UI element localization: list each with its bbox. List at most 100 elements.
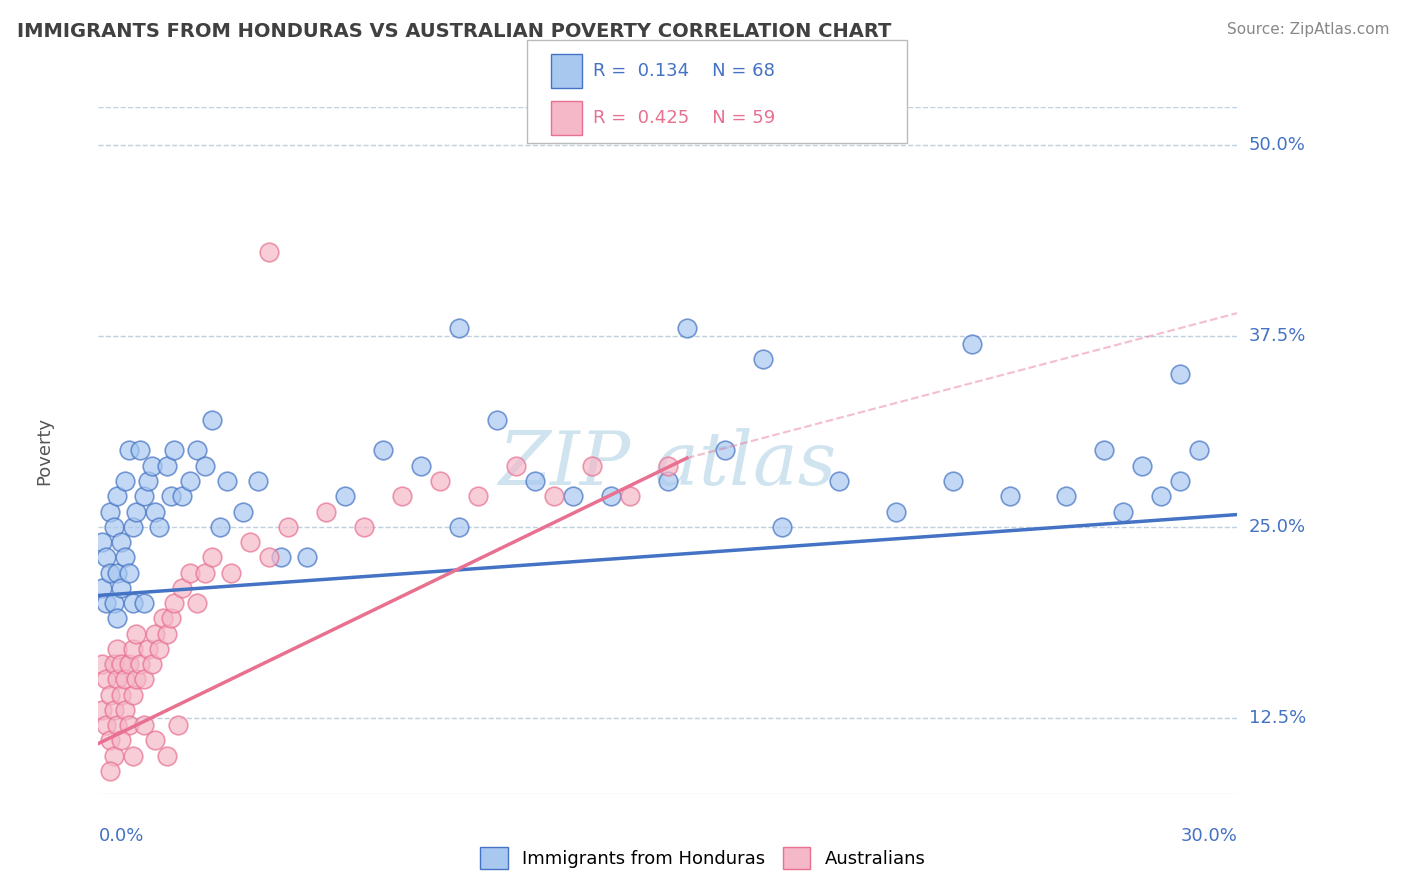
Point bbox=[98, 733, 121, 747]
Point bbox=[159, 611, 181, 625]
Point bbox=[103, 748, 125, 763]
Point bbox=[335, 489, 357, 503]
Point bbox=[129, 443, 152, 458]
Point bbox=[960, 336, 983, 351]
Point bbox=[91, 581, 114, 595]
Point bbox=[828, 474, 851, 488]
Point bbox=[391, 489, 413, 503]
Point bbox=[543, 489, 565, 503]
Point bbox=[110, 581, 132, 595]
Point bbox=[114, 673, 136, 687]
Point bbox=[163, 596, 186, 610]
Point bbox=[107, 641, 129, 656]
Point bbox=[159, 489, 181, 503]
Point bbox=[125, 504, 148, 518]
Point bbox=[94, 596, 117, 610]
Point bbox=[277, 520, 299, 534]
Point bbox=[353, 520, 375, 534]
Point bbox=[942, 474, 965, 488]
Point bbox=[118, 718, 141, 732]
Point bbox=[152, 611, 174, 625]
Text: Source: ZipAtlas.com: Source: ZipAtlas.com bbox=[1226, 22, 1389, 37]
Point bbox=[132, 489, 155, 503]
Point bbox=[121, 748, 143, 763]
Point bbox=[107, 611, 129, 625]
Point bbox=[1170, 367, 1192, 381]
Point bbox=[91, 657, 114, 672]
Point bbox=[125, 673, 148, 687]
Point bbox=[125, 626, 148, 640]
Text: ZIP atlas: ZIP atlas bbox=[499, 428, 837, 500]
Point bbox=[141, 458, 163, 473]
Point bbox=[118, 566, 141, 580]
Point bbox=[259, 245, 281, 260]
Text: 25.0%: 25.0% bbox=[1249, 517, 1306, 536]
Point bbox=[449, 321, 471, 335]
Point bbox=[145, 626, 167, 640]
Point bbox=[194, 566, 217, 580]
Point bbox=[94, 718, 117, 732]
Point bbox=[562, 489, 585, 503]
Text: 12.5%: 12.5% bbox=[1249, 708, 1306, 727]
Point bbox=[186, 443, 208, 458]
Point bbox=[132, 596, 155, 610]
Point bbox=[118, 443, 141, 458]
Point bbox=[1056, 489, 1078, 503]
Point bbox=[98, 566, 121, 580]
Point bbox=[201, 550, 224, 565]
Point bbox=[103, 657, 125, 672]
Point bbox=[156, 458, 179, 473]
Point bbox=[132, 718, 155, 732]
Point bbox=[110, 535, 132, 549]
Point bbox=[186, 596, 208, 610]
Point bbox=[217, 474, 239, 488]
Point bbox=[121, 688, 143, 702]
Point bbox=[129, 657, 152, 672]
Point bbox=[107, 718, 129, 732]
Point bbox=[141, 657, 163, 672]
Point bbox=[1132, 458, 1154, 473]
Point bbox=[486, 413, 509, 427]
Text: IMMIGRANTS FROM HONDURAS VS AUSTRALIAN POVERTY CORRELATION CHART: IMMIGRANTS FROM HONDURAS VS AUSTRALIAN P… bbox=[17, 22, 891, 41]
Point bbox=[148, 641, 170, 656]
Point bbox=[676, 321, 699, 335]
Point bbox=[98, 688, 121, 702]
Point bbox=[1188, 443, 1211, 458]
Point bbox=[600, 489, 623, 503]
Point bbox=[94, 673, 117, 687]
Point bbox=[103, 703, 125, 717]
Point bbox=[107, 489, 129, 503]
Point bbox=[98, 764, 121, 778]
Point bbox=[110, 688, 132, 702]
Point bbox=[270, 550, 292, 565]
Point bbox=[103, 596, 125, 610]
Text: R =  0.134    N = 68: R = 0.134 N = 68 bbox=[593, 62, 775, 79]
Point bbox=[524, 474, 547, 488]
Point bbox=[179, 474, 201, 488]
Point bbox=[1170, 474, 1192, 488]
Point bbox=[1094, 443, 1116, 458]
Point bbox=[1150, 489, 1173, 503]
Point bbox=[156, 626, 179, 640]
Point bbox=[752, 351, 775, 366]
Point bbox=[411, 458, 433, 473]
Point bbox=[315, 504, 337, 518]
Text: 0.0%: 0.0% bbox=[98, 828, 143, 846]
Point bbox=[179, 566, 201, 580]
Point bbox=[467, 489, 489, 503]
Point bbox=[114, 550, 136, 565]
Point bbox=[121, 520, 143, 534]
Point bbox=[619, 489, 641, 503]
Point bbox=[136, 474, 159, 488]
Point bbox=[107, 673, 129, 687]
Text: 50.0%: 50.0% bbox=[1249, 136, 1306, 154]
Point bbox=[121, 596, 143, 610]
Point bbox=[91, 535, 114, 549]
Text: 30.0%: 30.0% bbox=[1181, 828, 1237, 846]
Point bbox=[239, 535, 262, 549]
Point bbox=[581, 458, 603, 473]
Point bbox=[170, 489, 193, 503]
Point bbox=[297, 550, 319, 565]
Point bbox=[114, 474, 136, 488]
Point bbox=[110, 657, 132, 672]
